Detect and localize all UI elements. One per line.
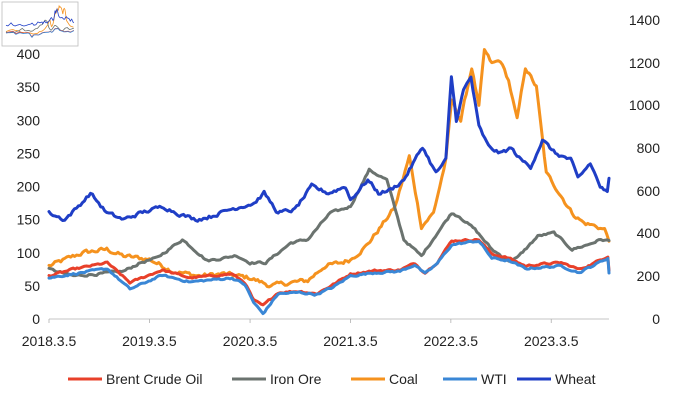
right-tick-label: 800 — [637, 140, 661, 156]
series-line-coal — [47, 48, 611, 289]
series-line-wti — [47, 239, 611, 316]
thumbnail-line — [5, 8, 75, 27]
left-tick-label: 400 — [17, 46, 41, 62]
legend: Brent Crude Oil Iron Ore Coal WTI Wheat — [68, 371, 596, 387]
legend-label: WTI — [481, 371, 507, 387]
right-tick-label: 200 — [637, 268, 661, 284]
left-tick-label: 100 — [17, 245, 41, 261]
legend-label: Brent Crude Oil — [106, 371, 202, 387]
x-tick-label: 2023.3.5 — [524, 333, 579, 349]
series-lines — [47, 48, 611, 316]
legend-label: Wheat — [555, 371, 596, 387]
left-tick-label: 200 — [17, 179, 41, 195]
left-tick-label: 0 — [32, 311, 40, 327]
x-tick-label: 2021.3.5 — [323, 333, 378, 349]
left-tick-label: 50 — [24, 278, 40, 294]
x-tick-label: 2018.3.5 — [22, 333, 77, 349]
thumbnail-preview — [1, 1, 79, 47]
left-tick-label: 250 — [17, 145, 41, 161]
series-line-wheat — [47, 75, 611, 223]
right-tick-label: 400 — [637, 225, 661, 241]
right-tick-label: 600 — [637, 183, 661, 199]
right-axis: 0 200 400 600 800 1000 1200 1400 — [629, 12, 660, 327]
left-tick-label: 150 — [17, 212, 41, 228]
thumbnail-line — [5, 4, 74, 35]
x-tick-label: 2020.3.5 — [223, 333, 278, 349]
right-tick-label: 0 — [652, 311, 660, 327]
left-tick-label: 300 — [17, 112, 41, 128]
series-line-iron-ore — [47, 167, 611, 278]
x-tick-label: 2022.3.5 — [424, 333, 479, 349]
legend-label: Coal — [389, 371, 418, 387]
right-tick-label: 1200 — [629, 55, 660, 71]
thumbnail-line — [5, 28, 75, 39]
right-tick-label: 1000 — [629, 97, 660, 113]
left-axis: 0 50 100 150 200 250 300 350 400 — [17, 46, 41, 327]
right-tick-label: 1400 — [629, 12, 660, 28]
x-tick-label: 2019.3.5 — [122, 333, 177, 349]
left-tick-label: 350 — [17, 79, 41, 95]
x-axis: 2018.3.5 2019.3.5 2020.3.5 2021.3.5 2022.3.5… — [22, 319, 579, 349]
legend-label: Iron Ore — [270, 371, 322, 387]
